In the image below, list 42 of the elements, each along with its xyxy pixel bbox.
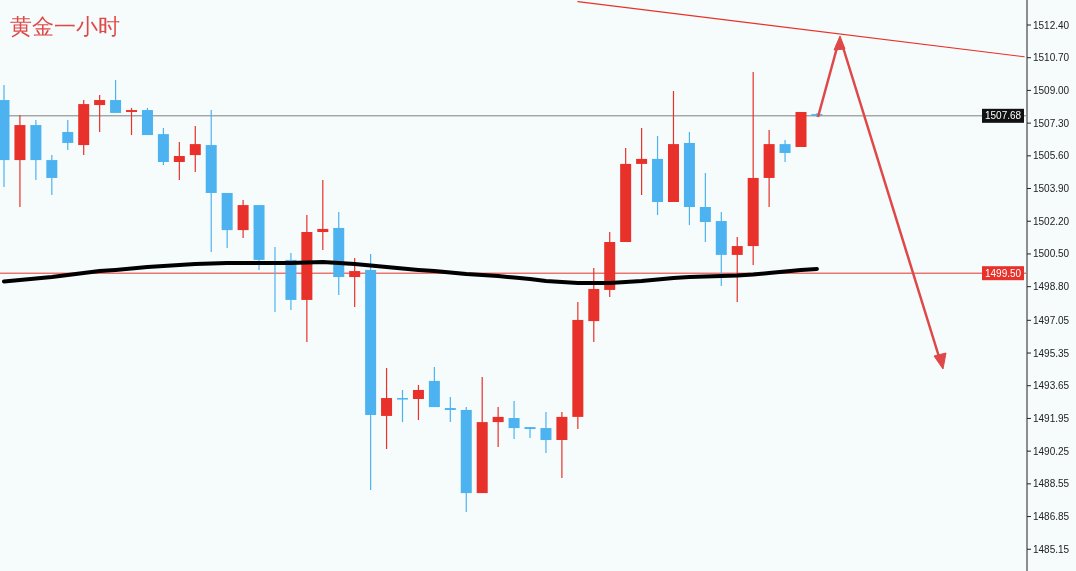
y-tick-label: 1500.50: [1033, 248, 1070, 260]
candlestick: [381, 367, 393, 450]
y-tick-label: 1509.00: [1033, 84, 1070, 96]
y-tick-label: 1495.35: [1033, 347, 1070, 359]
candlestick: [126, 107, 138, 136]
candlestick: [189, 125, 201, 173]
text: 黄金一小时: [10, 14, 120, 39]
y-tick-label: 1503.90: [1033, 183, 1070, 195]
ref-line-label: 1507.68: [985, 110, 1022, 122]
candlestick: [540, 411, 552, 454]
candlestick: [317, 179, 329, 251]
candlestick: [110, 79, 122, 114]
y-tick-label: 1490.25: [1033, 445, 1070, 457]
ref-line-label: 1499.50: [985, 267, 1022, 279]
line-series: [2, 260, 819, 285]
y-tick-label: 1502.20: [1033, 215, 1070, 227]
candlestick: [524, 426, 536, 439]
candlestick: [699, 172, 711, 243]
candlestick: [636, 127, 648, 196]
y-tick-label: 1505.60: [1033, 150, 1070, 162]
y-tick-label: 1485.15: [1033, 543, 1070, 555]
candlestick: [779, 139, 791, 163]
y-tick-label: 1493.65: [1033, 380, 1070, 392]
candlestick: [492, 406, 504, 448]
y-tick-label: 1498.80: [1033, 281, 1070, 293]
y-tick-label: 1507.30: [1033, 117, 1070, 129]
candlestick: [62, 119, 74, 151]
candlestick: [46, 154, 58, 196]
y-tick-label: 1488.55: [1033, 478, 1070, 490]
candlestick: [94, 94, 106, 133]
candlestick: [397, 389, 408, 423]
y-tick-label: 1512.40: [1033, 19, 1070, 31]
candlestick: [444, 396, 456, 423]
y-tick-label: 1510.70: [1033, 52, 1070, 64]
y-tick-label: 1486.85: [1033, 511, 1070, 523]
candlestick: [173, 141, 185, 181]
y-tick-label: 1491.95: [1033, 412, 1070, 424]
y-tick-label: 1497.05: [1033, 314, 1070, 326]
candlestick: [556, 411, 568, 479]
candlestick: [508, 400, 520, 440]
candlestick: [731, 236, 743, 303]
candlestick: [412, 384, 424, 421]
